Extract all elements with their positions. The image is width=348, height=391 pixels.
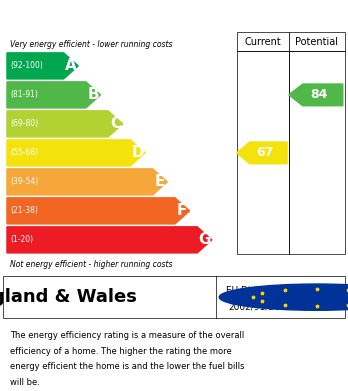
Text: F: F [177,203,188,219]
Text: E: E [155,174,165,189]
Text: England & Wales: England & Wales [0,288,137,306]
Circle shape [219,284,348,310]
Text: (92-100): (92-100) [10,61,43,70]
Text: Energy Efficiency Rating: Energy Efficiency Rating [69,9,279,23]
Text: will be.: will be. [10,378,40,387]
Polygon shape [7,198,190,224]
Text: 67: 67 [256,146,274,160]
Bar [237,51,289,255]
Polygon shape [7,111,123,137]
Polygon shape [7,82,101,108]
Bar [289,32,345,51]
Polygon shape [237,142,287,164]
Text: (81-91): (81-91) [10,90,38,99]
Polygon shape [289,84,343,106]
Polygon shape [7,169,167,195]
Polygon shape [7,227,212,253]
Text: (1-20): (1-20) [10,235,33,244]
Text: Very energy efficient - lower running costs: Very energy efficient - lower running co… [10,40,173,49]
Text: energy efficient the home is and the lower the fuel bills: energy efficient the home is and the low… [10,362,245,371]
Text: (21-38): (21-38) [10,206,38,215]
Text: D: D [132,145,144,160]
Text: C: C [110,117,121,131]
Text: Current: Current [244,37,281,47]
Bar [237,32,289,51]
Text: EU Directive: EU Directive [226,285,282,295]
Text: Potential: Potential [295,37,338,47]
Text: efficiency of a home. The higher the rating the more: efficiency of a home. The higher the rat… [10,347,232,356]
Polygon shape [7,140,145,166]
Text: 2002/91/EC: 2002/91/EC [228,302,280,311]
Text: 84: 84 [310,88,327,101]
Text: (55-68): (55-68) [10,148,39,158]
Text: (69-80): (69-80) [10,119,39,128]
Bar [289,51,345,255]
Polygon shape [7,53,78,79]
Text: The energy efficiency rating is a measure of the overall: The energy efficiency rating is a measur… [10,331,245,340]
Text: (39-54): (39-54) [10,178,39,187]
Text: B: B [87,87,99,102]
Text: Not energy efficient - higher running costs: Not energy efficient - higher running co… [10,260,173,269]
Text: G: G [198,232,211,248]
Text: A: A [65,58,77,74]
